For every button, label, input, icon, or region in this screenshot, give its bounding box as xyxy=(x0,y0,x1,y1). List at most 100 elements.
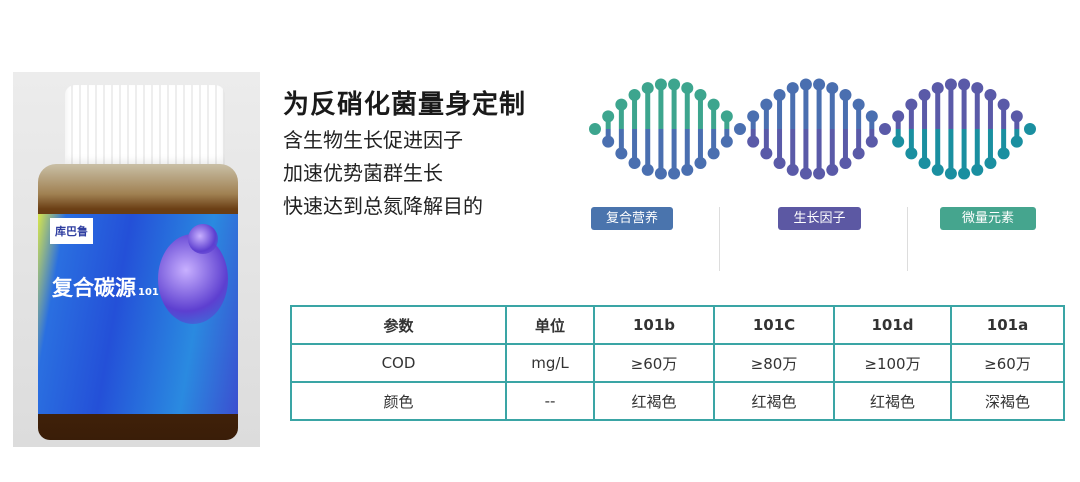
divider xyxy=(907,207,908,271)
dna-node xyxy=(826,163,839,176)
dna-node xyxy=(694,88,707,101)
decorative-blob xyxy=(188,224,218,254)
header-cell: 101b xyxy=(593,305,715,345)
dna-node xyxy=(813,78,826,91)
dna-node xyxy=(786,163,799,176)
dna-node xyxy=(799,78,812,91)
dna-node xyxy=(681,82,694,95)
feature-line: 快速达到总氮降解目的 xyxy=(283,194,483,218)
table-cell: COD xyxy=(290,343,507,383)
dna-node xyxy=(773,157,786,170)
dna-node xyxy=(747,135,760,148)
product-name: 复合碳源 101 xyxy=(52,272,159,302)
table-cell: ≥60万 xyxy=(593,343,715,383)
badge-trace-elements: 微量元素 xyxy=(940,207,1036,230)
dna-node xyxy=(668,78,681,91)
table-cell: 颜色 xyxy=(290,381,507,421)
table-cell: -- xyxy=(505,381,595,421)
dna-node xyxy=(813,167,826,180)
dna-node xyxy=(641,82,654,95)
dna-node xyxy=(602,135,615,148)
dna-node xyxy=(931,163,944,176)
dna-node xyxy=(958,78,971,91)
dna-node xyxy=(905,98,918,111)
dna-node xyxy=(760,98,773,111)
header-cell: 参数 xyxy=(290,305,507,345)
table-cell: 红褐色 xyxy=(833,381,952,421)
dna-node xyxy=(720,135,733,148)
dna-node xyxy=(694,157,707,170)
feature-line: 含生物生长促进因子 xyxy=(283,128,463,152)
dna-node xyxy=(944,167,957,180)
brand-logo: 库巴鲁 xyxy=(50,218,93,244)
table-row: COD mg/L ≥60万 ≥80万 ≥100万 ≥60万 xyxy=(290,343,1065,383)
table-header-row: 参数 单位 101b 101C 101d 101a xyxy=(290,305,1065,345)
dna-node xyxy=(707,98,720,111)
bottle-cap xyxy=(65,85,225,167)
dna-node xyxy=(641,163,654,176)
dna-node xyxy=(958,167,971,180)
dna-node xyxy=(799,167,812,180)
dna-node xyxy=(892,135,905,148)
dna-node xyxy=(984,88,997,101)
table-cell: 深褐色 xyxy=(950,381,1065,421)
table-cell: mg/L xyxy=(505,343,595,383)
dna-node xyxy=(602,110,615,123)
table-cell: 红褐色 xyxy=(713,381,835,421)
dna-node xyxy=(747,110,760,123)
headline: 为反硝化菌量身定制 xyxy=(283,90,527,120)
dna-node xyxy=(852,147,865,160)
dna-node xyxy=(615,98,628,111)
dna-node xyxy=(971,163,984,176)
table-cell: ≥60万 xyxy=(950,343,1065,383)
dna-node xyxy=(931,82,944,95)
dna-node xyxy=(839,157,852,170)
divider xyxy=(719,207,720,271)
badge-growth-factor: 生长因子 xyxy=(778,207,861,230)
dna-node xyxy=(826,82,839,95)
dna-node xyxy=(997,98,1010,111)
dna-node xyxy=(681,163,694,176)
dna-node xyxy=(971,82,984,95)
dna-node xyxy=(707,147,720,160)
dna-node xyxy=(773,88,786,101)
header-cell: 单位 xyxy=(505,305,595,345)
dna-node xyxy=(918,88,931,101)
dna-node xyxy=(734,123,746,135)
header-cell: 101a xyxy=(950,305,1065,345)
product-model: 101 xyxy=(138,287,159,298)
badge-compound-nutrition: 复合营养 xyxy=(591,207,673,230)
dna-node xyxy=(668,167,681,180)
dna-node xyxy=(997,147,1010,160)
dna-node xyxy=(615,147,628,160)
dna-node xyxy=(984,157,997,170)
product-photo: 库巴鲁 复合碳源 101 xyxy=(13,72,260,447)
dna-node xyxy=(1010,135,1023,148)
table-cell: 红褐色 xyxy=(593,381,715,421)
dna-node xyxy=(628,157,641,170)
product-name-text: 复合碳源 xyxy=(52,276,136,300)
dna-node xyxy=(865,135,878,148)
header-cell: 101C xyxy=(713,305,835,345)
dna-node xyxy=(1024,123,1036,135)
dna-node xyxy=(918,157,931,170)
dna-node xyxy=(760,147,773,160)
dna-node xyxy=(786,82,799,95)
dna-node xyxy=(720,110,733,123)
dna-node xyxy=(654,167,667,180)
dna-node xyxy=(905,147,918,160)
dna-node xyxy=(892,110,905,123)
table-row: 颜色 -- 红褐色 红褐色 红褐色 深褐色 xyxy=(290,381,1065,421)
dna-node xyxy=(1010,110,1023,123)
header-cell: 101d xyxy=(833,305,952,345)
dna-node xyxy=(879,123,891,135)
dna-helix-graphic xyxy=(589,78,1036,180)
dna-node xyxy=(865,110,878,123)
feature-line: 加速优势菌群生长 xyxy=(283,161,443,185)
dna-node xyxy=(839,88,852,101)
dna-node xyxy=(944,78,957,91)
dna-node xyxy=(654,78,667,91)
spec-table: 参数 单位 101b 101C 101d 101a COD mg/L ≥60万 … xyxy=(290,305,1065,421)
table-cell: ≥80万 xyxy=(713,343,835,383)
dna-node xyxy=(589,123,601,135)
